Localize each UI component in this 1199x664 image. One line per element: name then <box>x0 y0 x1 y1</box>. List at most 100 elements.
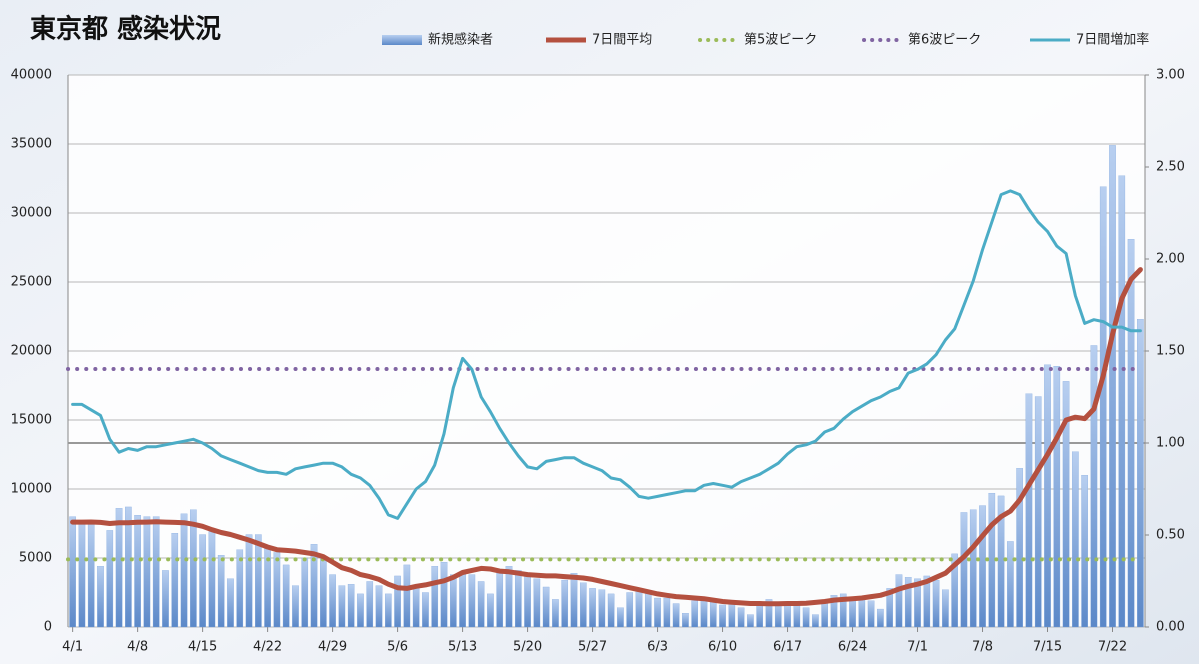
bar <box>691 600 699 628</box>
x-tick-label: 5/13 <box>448 640 477 655</box>
bar <box>839 593 847 628</box>
y2-tick-label: 2.00 <box>1156 252 1185 267</box>
bar <box>533 578 541 628</box>
bar <box>542 586 550 628</box>
bar <box>644 593 652 628</box>
bar <box>1053 366 1061 628</box>
y-tick-label: 10000 <box>11 482 52 497</box>
bar <box>654 597 661 628</box>
y-tick-label: 0 <box>44 620 52 635</box>
bar <box>440 561 448 628</box>
y-tick-label: 25000 <box>11 275 52 290</box>
y2-tick-label: 1.50 <box>1156 344 1185 359</box>
bar <box>403 564 411 628</box>
bar <box>635 590 643 628</box>
bar <box>802 607 810 628</box>
bar <box>886 588 893 628</box>
bar <box>477 581 485 628</box>
bar <box>347 584 355 628</box>
bar <box>951 553 958 628</box>
bar <box>877 608 884 628</box>
bar <box>988 492 996 628</box>
bar <box>932 579 940 628</box>
bar <box>162 570 169 628</box>
line-series <box>71 189 1142 520</box>
bar <box>422 592 429 628</box>
bar <box>487 593 494 628</box>
x-tick-label: 4/22 <box>253 640 282 655</box>
bar <box>366 581 374 628</box>
bar <box>1034 396 1042 628</box>
bar <box>849 597 856 628</box>
bar <box>514 570 522 628</box>
bar <box>682 613 689 628</box>
bar <box>282 564 290 628</box>
legend-label: 第6波ピーク <box>908 33 981 48</box>
y2-tick-label: 0.50 <box>1156 528 1185 543</box>
bar <box>979 505 986 628</box>
chart-title: 東京都 感染状況 <box>30 14 221 45</box>
x-tick-label: 4/1 <box>62 640 83 655</box>
bar <box>1109 145 1116 628</box>
bar <box>719 604 726 628</box>
bar <box>217 555 225 628</box>
legend-swatch <box>382 35 422 45</box>
bar <box>895 574 903 628</box>
x-tick-label: 6/24 <box>838 640 867 655</box>
bar <box>1025 393 1033 628</box>
bar <box>338 585 346 628</box>
bar <box>672 603 680 628</box>
bar <box>960 512 968 628</box>
x-tick-label: 7/8 <box>972 640 993 655</box>
legend-label: 第5波ピーク <box>744 33 817 48</box>
legend: 新規感染者 7日間平均 第5波ピーク 第6波ピーク 7日間増加率 <box>382 32 1149 48</box>
bar <box>134 515 141 628</box>
bar <box>858 597 866 628</box>
y2-tick-label: 2.50 <box>1156 160 1185 175</box>
bar <box>867 600 875 628</box>
bar <box>143 516 151 628</box>
bar <box>1062 381 1070 628</box>
bar <box>115 508 123 628</box>
bar <box>589 588 596 628</box>
bar <box>87 521 95 628</box>
bar <box>997 495 1005 628</box>
y-tick-label: 30000 <box>11 206 52 221</box>
bar <box>375 585 383 628</box>
bar <box>700 597 708 628</box>
bar <box>329 574 336 628</box>
bar <box>320 556 327 628</box>
bar <box>468 574 476 628</box>
bar <box>1118 175 1126 628</box>
bar <box>579 582 587 628</box>
bar <box>728 603 736 628</box>
bar <box>180 513 188 628</box>
bar <box>171 533 179 628</box>
x-tick-label: 4/29 <box>318 640 347 655</box>
bar <box>496 573 504 628</box>
bar <box>199 534 206 628</box>
bar <box>1016 468 1023 628</box>
x-tick-label: 6/3 <box>647 640 668 655</box>
bar <box>505 566 513 628</box>
legend-label: 7日間増加率 <box>1076 32 1149 48</box>
y-tick-label: 5000 <box>19 551 52 566</box>
y-tick-label: 40000 <box>11 68 52 83</box>
bar <box>561 579 569 628</box>
x-tick-label: 7/1 <box>907 640 928 655</box>
bar <box>784 604 791 628</box>
bar <box>598 589 606 628</box>
bar <box>310 544 318 628</box>
x-tick-label: 7/22 <box>1098 640 1127 655</box>
line-series <box>70 267 1143 607</box>
bar <box>626 592 634 628</box>
bar <box>292 585 299 628</box>
y-tick-label: 15000 <box>11 413 52 428</box>
bar <box>273 552 281 628</box>
x-tick-label: 4/8 <box>127 640 148 655</box>
bar <box>106 530 114 628</box>
bar <box>227 578 234 628</box>
bar <box>301 557 309 628</box>
bar <box>552 599 559 628</box>
bar <box>942 589 949 628</box>
